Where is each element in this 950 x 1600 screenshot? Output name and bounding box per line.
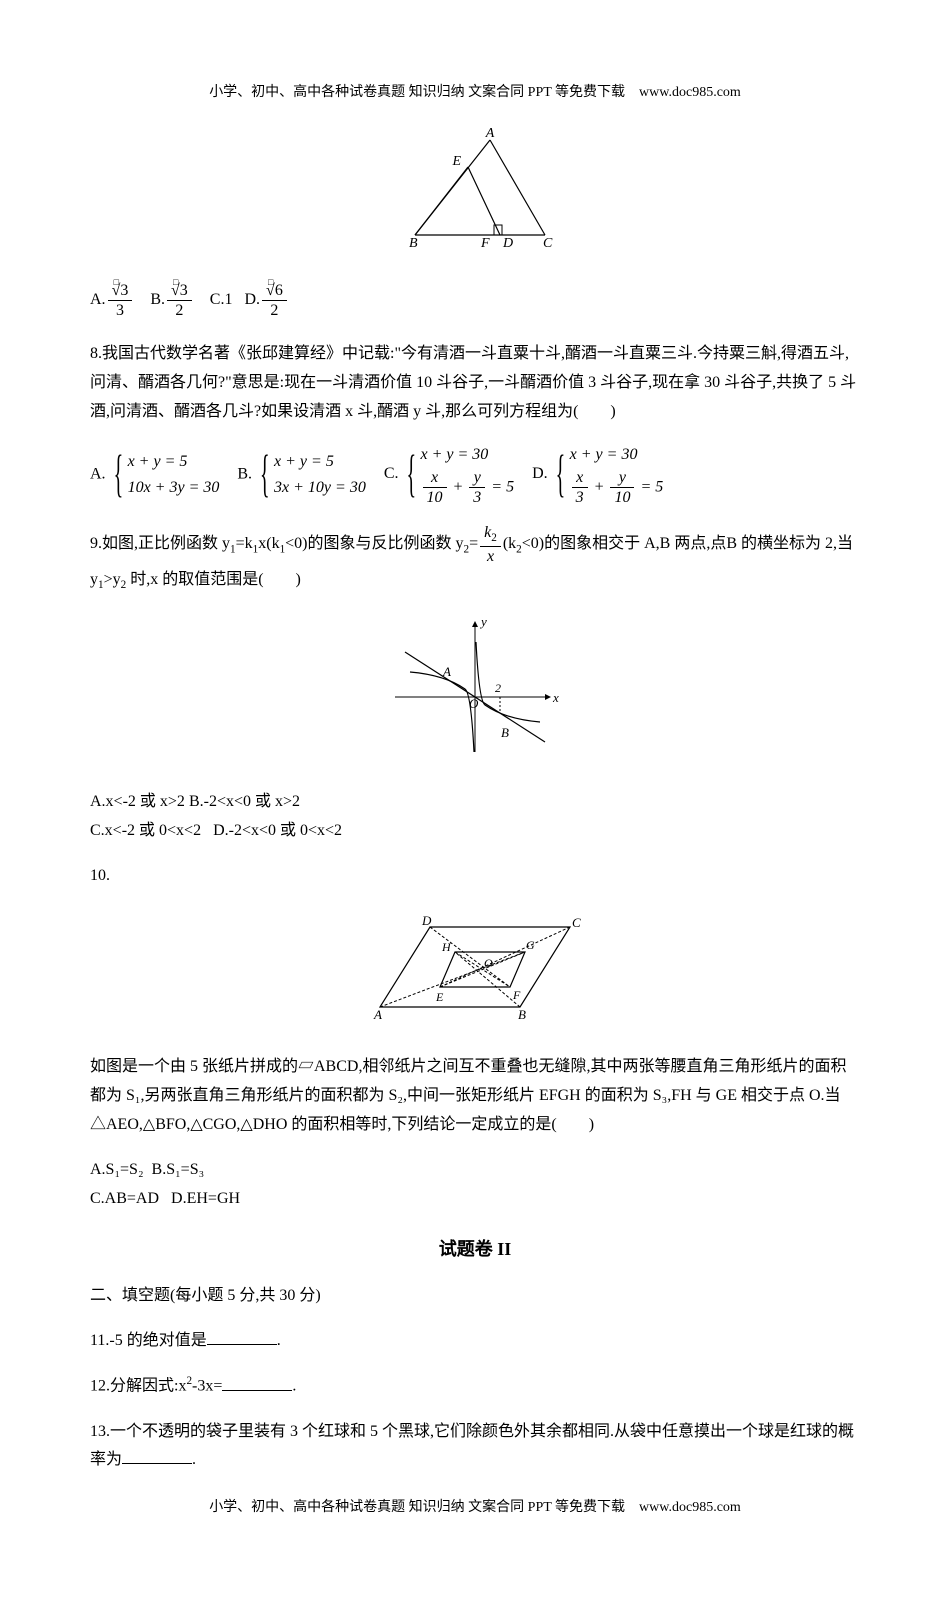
q8-opt-a: A. x + y = 5 10x + 3y = 30 xyxy=(90,449,223,500)
q9-options: A.x<-2 或 x>2 B.-2<x<0 或 x>2 C.x<-2 或 0<x… xyxy=(90,788,860,846)
page-header: 小学、初中、高中各种试卷真题 知识归纳 文案合同 PPT 等免费下载 www.d… xyxy=(90,80,860,105)
svg-text:E: E xyxy=(435,990,444,1004)
opt-C: C.1 xyxy=(210,291,233,308)
svg-text:G: G xyxy=(526,938,535,952)
svg-text:B: B xyxy=(501,725,509,740)
page-footer: 小学、初中、高中各种试卷真题 知识归纳 文案合同 PPT 等免费下载 www.d… xyxy=(90,1495,860,1520)
svg-text:C: C xyxy=(543,236,553,251)
q8-opt-d: D. x + y = 30 x3 + y10 = 5 xyxy=(532,442,667,507)
svg-text:O: O xyxy=(484,956,493,970)
svg-text:D: D xyxy=(421,913,432,928)
svg-text:B: B xyxy=(409,236,418,251)
q7-options: A.□√33 B.□√32 C.1 D.□√62 xyxy=(90,276,860,324)
q10-options: A.S₁=S₂ B.S₁=S₃ C.AB=AD D.EH=GH xyxy=(90,1156,860,1214)
opt-D: D. xyxy=(244,291,260,308)
svg-text:F: F xyxy=(480,236,490,251)
svg-text:y: y xyxy=(479,614,487,629)
q11: 11.-5 的绝对值是. xyxy=(90,1327,860,1356)
svg-text:x: x xyxy=(552,690,559,705)
svg-text:O: O xyxy=(469,696,479,711)
svg-text:B: B xyxy=(518,1007,526,1022)
figure-q10: A B C D E F G H O xyxy=(90,907,860,1038)
svg-text:E: E xyxy=(451,154,461,169)
q9-text: 9.如图,正比例函数 y1=k1x(k1<0)的图象与反比例函数 y2=k2x(… xyxy=(90,523,860,595)
q10-text: 如图是一个由 5 张纸片拼成的▱ABCD,相邻纸片之间互不重叠也无缝隙,其中两张… xyxy=(90,1053,860,1139)
svg-text:F: F xyxy=(512,988,521,1002)
q10-num: 10. xyxy=(90,862,860,891)
svg-text:H: H xyxy=(441,940,452,954)
opt-A: A. xyxy=(90,291,106,308)
section-2-sub: 二、填空题(每小题 5 分,共 30 分) xyxy=(90,1282,860,1311)
figure-q9: O x y A B 2 xyxy=(90,612,860,773)
svg-text:A: A xyxy=(442,664,451,679)
svg-text:A: A xyxy=(373,1007,382,1022)
figure-q7: A E B F D C xyxy=(90,125,860,266)
svg-text:2: 2 xyxy=(495,681,501,695)
q8-options: A. x + y = 5 10x + 3y = 30 B. x + y = 5 … xyxy=(90,442,860,507)
section-2-title: 试题卷 II xyxy=(90,1233,860,1265)
svg-text:D: D xyxy=(502,236,513,251)
q13: 13.一个不透明的袋子里装有 3 个红球和 5 个黑球,它们除颜色外其余都相同.… xyxy=(90,1418,860,1476)
q8-text: 8.我国古代数学名著《张邱建算经》中记载:"今有清酒一斗直粟十斗,醑酒一斗直粟三… xyxy=(90,340,860,426)
svg-text:C: C xyxy=(572,915,581,930)
opt-B: B. xyxy=(150,291,165,308)
q8-opt-b: B. x + y = 5 3x + 10y = 30 xyxy=(237,449,369,500)
svg-text:A: A xyxy=(485,126,495,141)
q8-opt-c: C. x + y = 30 x10 + y3 = 5 xyxy=(384,442,518,507)
q12: 12.分解因式:x2-3x=. xyxy=(90,1371,860,1401)
